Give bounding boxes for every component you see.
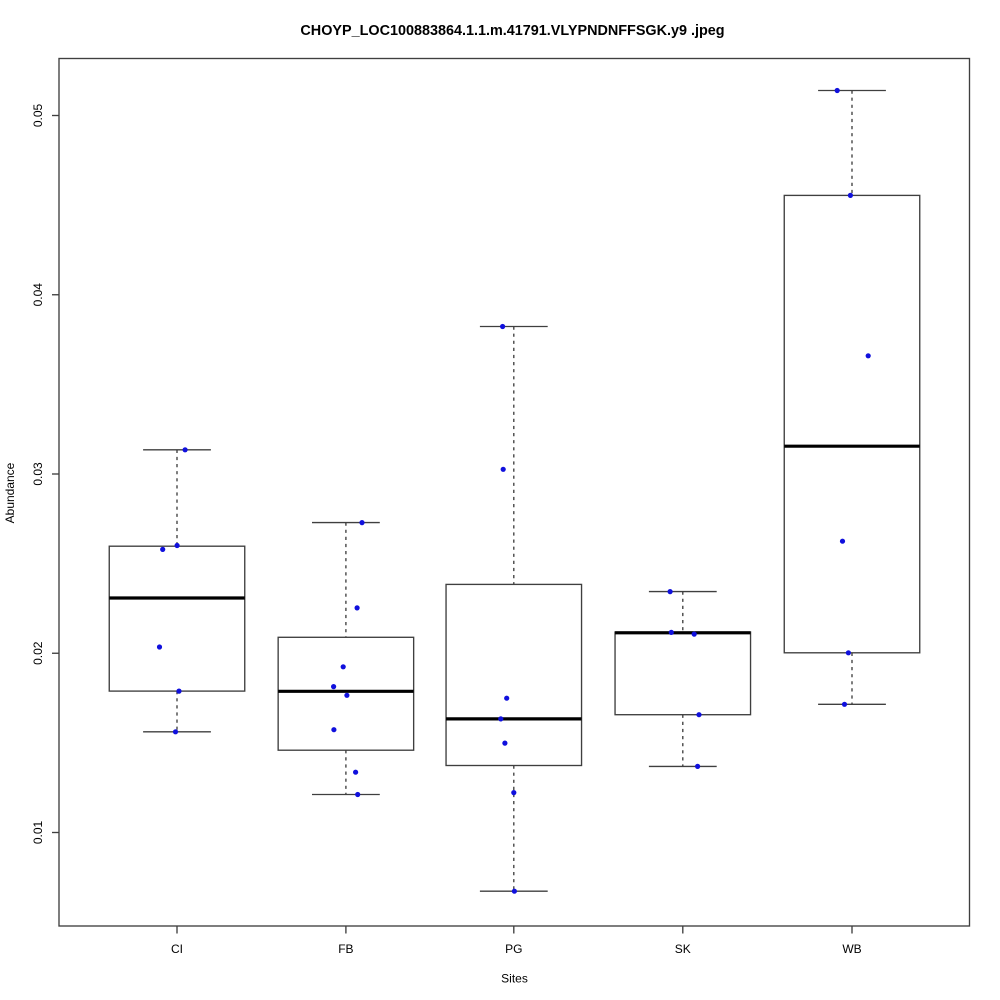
svg-text:PG: PG	[505, 942, 522, 956]
svg-text:Abundance: Abundance	[3, 462, 17, 523]
svg-text:0.01: 0.01	[31, 820, 45, 844]
svg-text:CHOYP_LOC100883864.1.1.m.41791: CHOYP_LOC100883864.1.1.m.41791.VLYPNDNFF…	[300, 23, 724, 39]
svg-text:Sites: Sites	[501, 971, 528, 985]
svg-text:0.04: 0.04	[31, 283, 45, 307]
svg-text:FB: FB	[338, 942, 353, 956]
svg-text:SK: SK	[675, 942, 691, 956]
svg-text:0.03: 0.03	[31, 462, 45, 486]
svg-text:0.02: 0.02	[31, 641, 45, 665]
svg-text:0.05: 0.05	[31, 103, 45, 127]
svg-text:WB: WB	[842, 942, 861, 956]
svg-text:CI: CI	[171, 942, 183, 956]
